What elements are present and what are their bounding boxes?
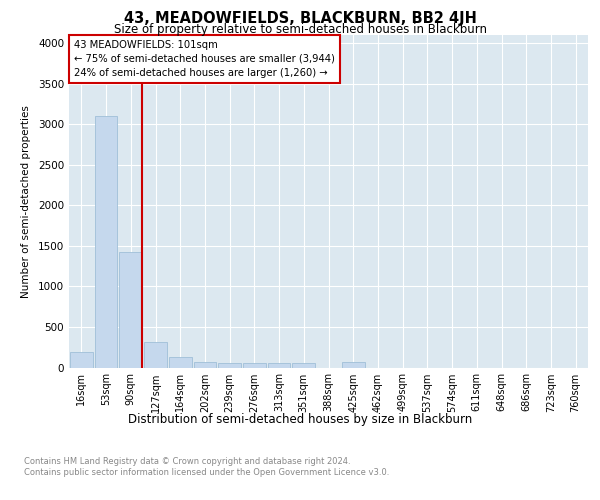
Text: Size of property relative to semi-detached houses in Blackburn: Size of property relative to semi-detach… — [113, 22, 487, 36]
Bar — [243, 363, 266, 368]
Text: Distribution of semi-detached houses by size in Blackburn: Distribution of semi-detached houses by … — [128, 412, 472, 426]
Text: 43, MEADOWFIELDS, BLACKBURN, BB2 4JH: 43, MEADOWFIELDS, BLACKBURN, BB2 4JH — [124, 11, 476, 26]
Bar — [342, 362, 365, 368]
Y-axis label: Number of semi-detached properties: Number of semi-detached properties — [21, 105, 31, 298]
Bar — [144, 342, 167, 367]
Bar — [169, 357, 191, 368]
Bar — [268, 364, 290, 368]
Bar — [218, 362, 241, 368]
Text: 43 MEADOWFIELDS: 101sqm
← 75% of semi-detached houses are smaller (3,944)
24% of: 43 MEADOWFIELDS: 101sqm ← 75% of semi-de… — [74, 40, 335, 78]
Bar — [119, 252, 142, 368]
Bar — [95, 116, 118, 368]
Bar — [70, 352, 93, 368]
Bar — [292, 363, 315, 368]
Text: Contains HM Land Registry data © Crown copyright and database right 2024.
Contai: Contains HM Land Registry data © Crown c… — [24, 458, 389, 477]
Bar — [194, 362, 216, 368]
